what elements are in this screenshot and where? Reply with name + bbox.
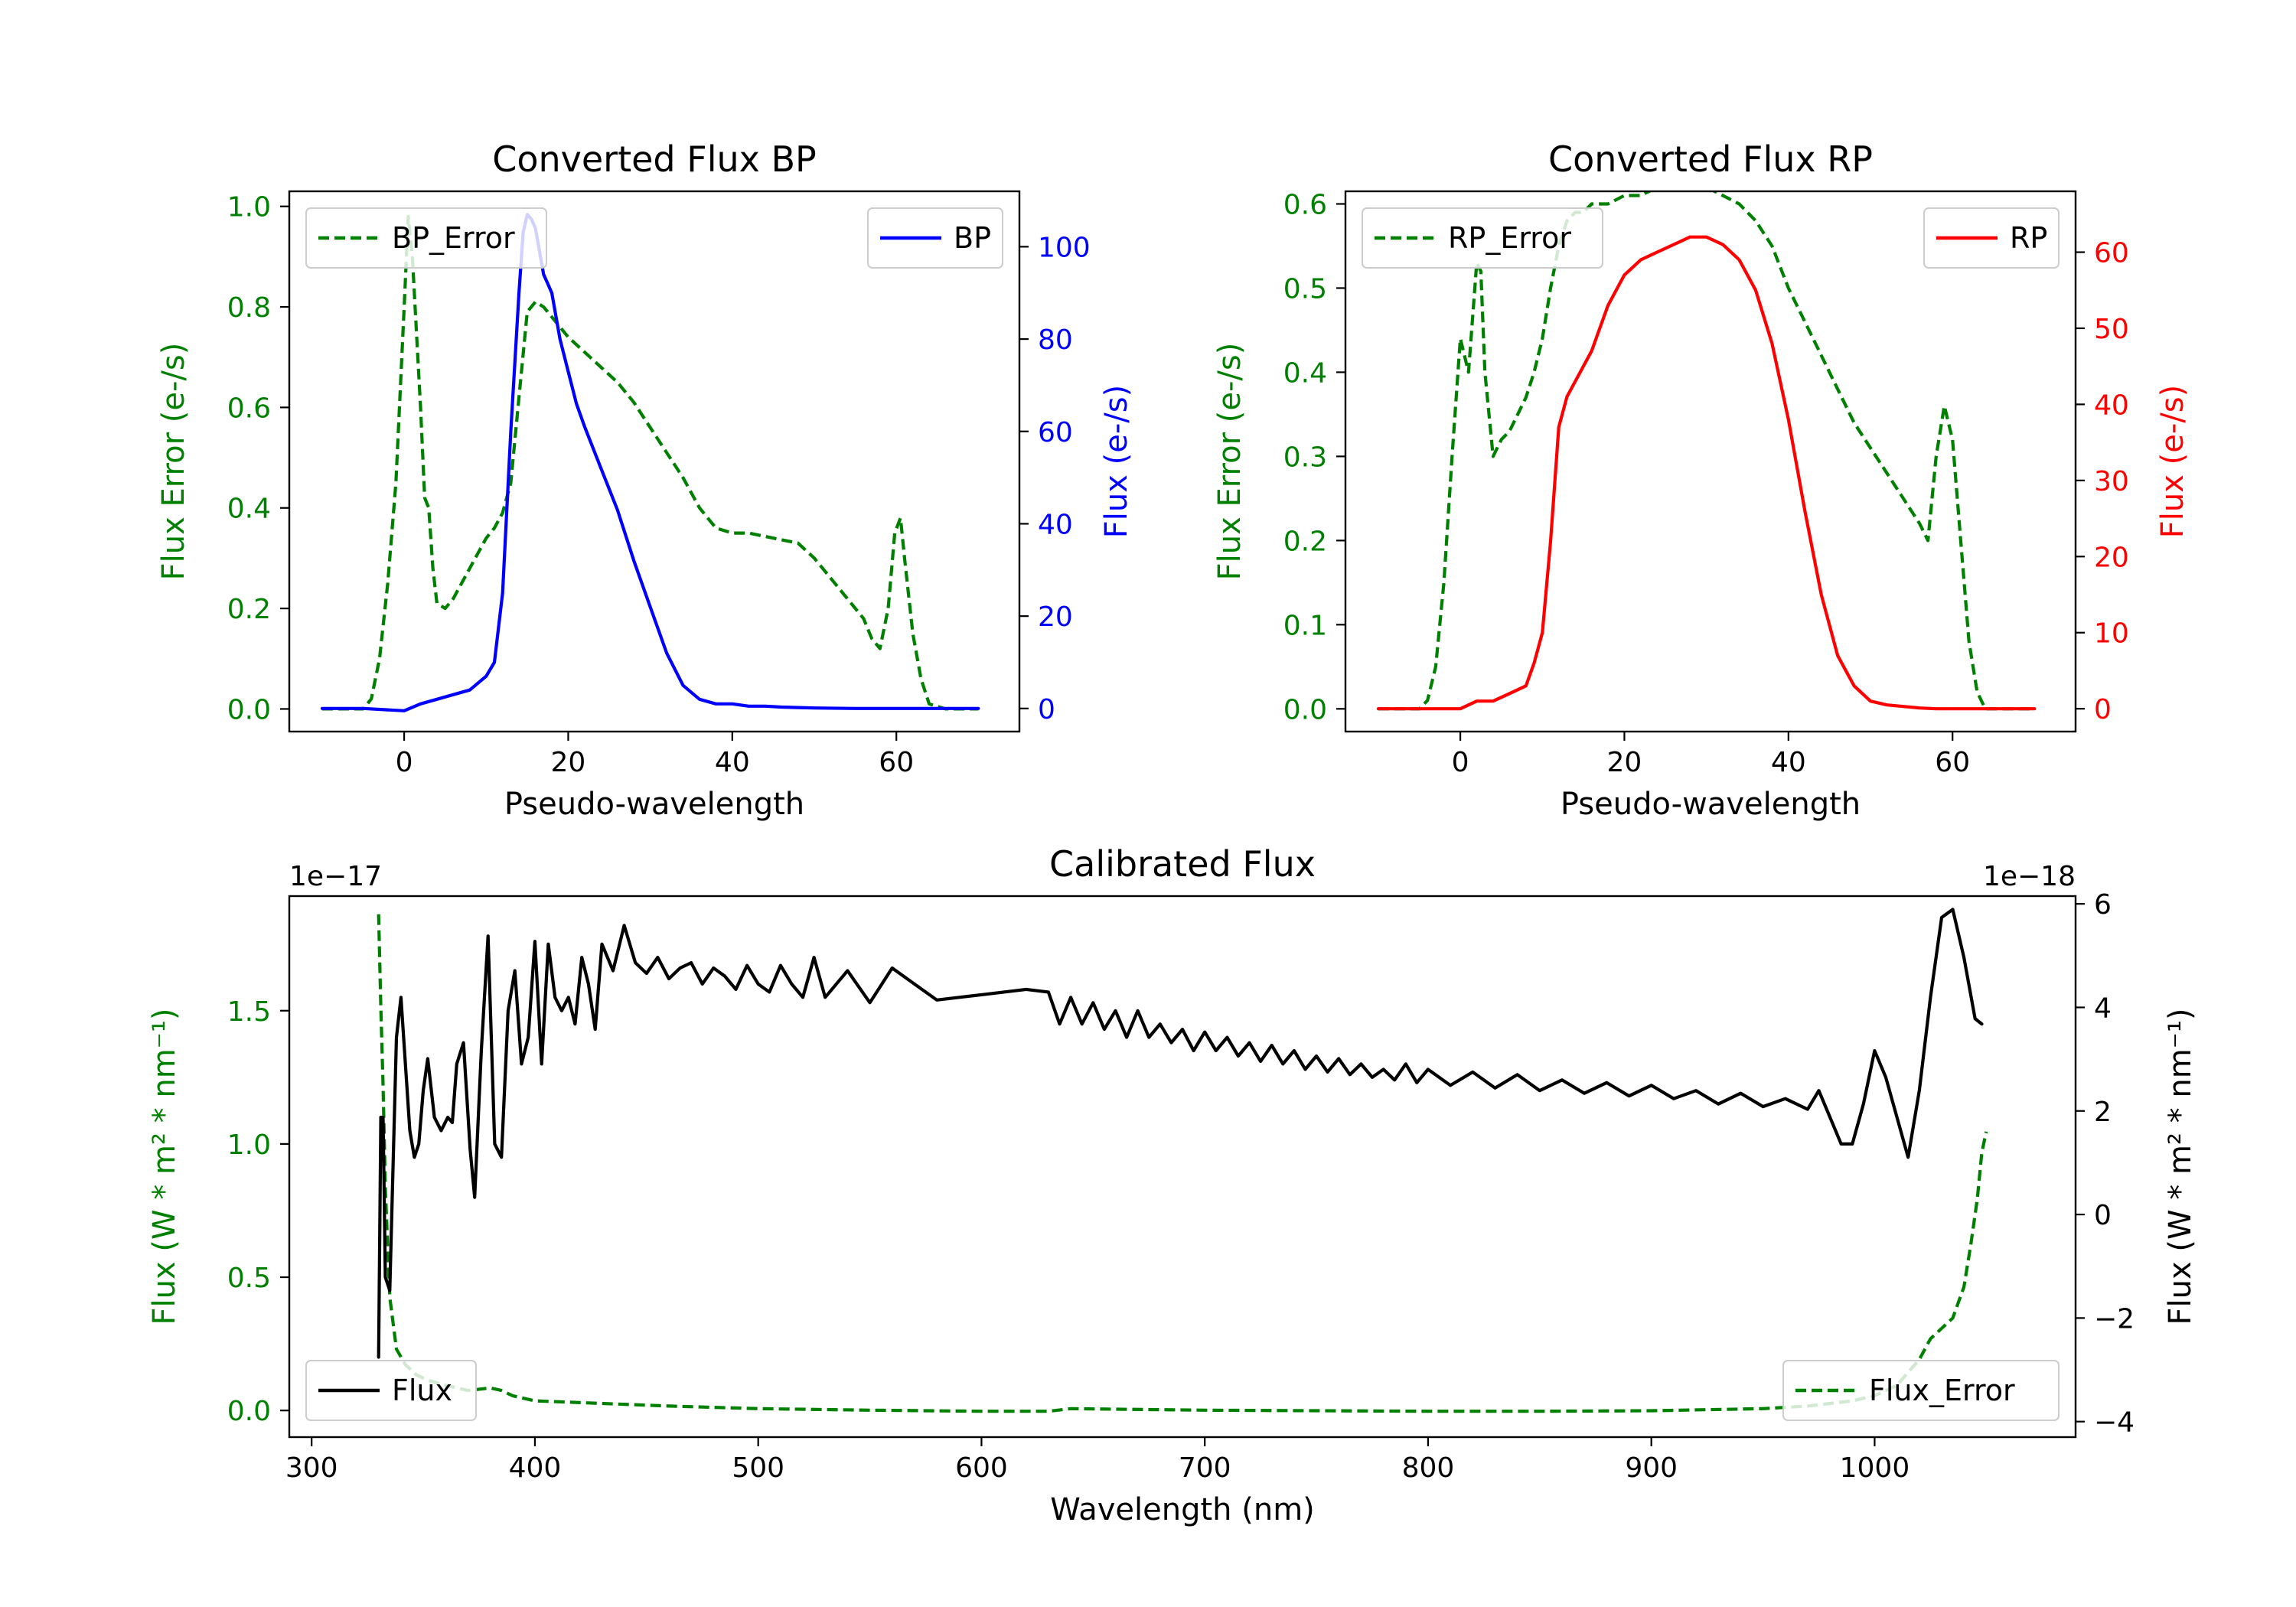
x-tick-label: 600: [955, 1452, 1008, 1484]
y-left-tick-label: 0.0: [1283, 694, 1327, 725]
y-left-axis-label: Flux (W * m² * nm⁻¹): [147, 1009, 182, 1325]
y-right-tick-label: 80: [1038, 324, 1073, 356]
y-right-tick-label: 10: [2094, 618, 2129, 650]
x-axis-label: Wavelength (nm): [1050, 1492, 1315, 1527]
x-tick-label: 300: [285, 1452, 338, 1484]
y-left-tick-label: 0.8: [227, 292, 271, 324]
x-tick-label: 60: [1935, 747, 1970, 778]
x-tick-label: 1000: [1840, 1452, 1910, 1484]
chart-title: Converted Flux RP: [1548, 139, 1873, 180]
y-right-tick-label: 0: [2094, 1200, 2112, 1231]
y-left-tick-label: 0.1: [1283, 610, 1327, 641]
y-left-axis-label: Flux Error (e-/s): [156, 343, 191, 581]
y-right-axis-label: Flux (W * m² * nm⁻¹): [2163, 1009, 2198, 1325]
legend-rp-error: RP_Error: [1362, 207, 1603, 269]
plot-frame: [1344, 190, 2077, 733]
y-right-tick-label: 0: [1038, 694, 1055, 725]
y-right-tick-label: 20: [1038, 601, 1073, 633]
x-tick-label: 20: [1607, 747, 1642, 778]
y-right-offset-label: 1e−18: [1983, 861, 2076, 892]
x-tick-label: 900: [1625, 1452, 1678, 1484]
x-axis-label: Pseudo-wavelength: [1561, 787, 1861, 822]
y-right-tick-label: 0: [2094, 694, 2112, 725]
y-right-tick-label: 50: [2094, 314, 2129, 345]
plot-frame: [288, 190, 1021, 733]
y-right-axis-label: Flux (e-/s): [1099, 385, 1134, 538]
y-right-tick-label: −4: [2094, 1407, 2135, 1439]
x-tick-label: 400: [509, 1452, 562, 1484]
x-tick-label: 500: [732, 1452, 784, 1484]
chart-bp: 0 20 40 60 0.0 0.2 0.4 0.6 0.8 1.0 0 20 40 60 80 100 Con…: [156, 139, 1134, 822]
flux-line: [377, 908, 1984, 1359]
x-tick-label: 40: [715, 747, 750, 778]
chart-cal: 300 400 500 600 700 800 900 1000 0.0 0.5 1.0 1.5 −4 −…: [147, 843, 2198, 1527]
chart-title: Calibrated Flux: [1049, 843, 1316, 885]
x-tick-label: 0: [396, 747, 413, 778]
x-tick-label: 800: [1402, 1452, 1455, 1484]
y-left-tick-label: 1.0: [227, 1129, 271, 1161]
y-right-tick-label: 30: [2094, 466, 2129, 497]
legend-bp-error: BP_Error: [305, 207, 547, 269]
y-left-tick-label: 0.5: [1283, 273, 1327, 305]
y-right-tick-label: 20: [2094, 542, 2129, 573]
bp-error-line: [321, 214, 979, 711]
y-right-tick-label: 4: [2094, 993, 2112, 1024]
bp-flux-line: [320, 213, 980, 712]
y-right-axis-label: Flux (e-/s): [2155, 385, 2190, 538]
x-tick-label: 40: [1771, 747, 1806, 778]
y-left-tick-label: 0.5: [227, 1263, 271, 1294]
y-left-tick-label: 0.3: [1283, 442, 1327, 473]
legend-flux-error: Flux_Error: [1782, 1360, 2060, 1421]
y-left-tick-label: 0.0: [227, 1396, 271, 1427]
legend-label: Flux: [392, 1374, 452, 1407]
plot-frame: [288, 895, 2077, 1439]
y-right-tick-label: 6: [2094, 889, 2112, 921]
y-right-tick-label: −2: [2094, 1303, 2135, 1335]
y-left-tick-label: 1.0: [227, 192, 271, 223]
y-left-tick-label: 1.5: [227, 996, 271, 1028]
y-right-tick-label: 40: [1038, 509, 1073, 540]
legend-rp: RP: [1923, 207, 2060, 269]
y-left-tick-label: 0.4: [227, 494, 271, 525]
y-right-tick-label: 60: [2094, 238, 2129, 269]
legend-label: BP_Error: [392, 221, 515, 255]
y-right-tick-label: 60: [1038, 417, 1073, 448]
legend-label: RP_Error: [1448, 221, 1571, 255]
y-left-axis-label: Flux Error (e-/s): [1212, 343, 1247, 581]
legend-flux: Flux: [305, 1360, 477, 1421]
chart-rp: 0 20 40 60 0.0 0.1 0.2 0.3 0.4 0.5 0.6 0 10 20 30 40 50 6…: [1212, 139, 2190, 822]
x-tick-label: 700: [1179, 1452, 1231, 1484]
rp-error-line: [1378, 191, 2035, 711]
flux-error-line: [377, 914, 1988, 1413]
y-left-tick-label: 0.2: [1283, 526, 1327, 557]
y-right-tick-label: 100: [1038, 232, 1091, 263]
legend-label: Flux_Error: [1869, 1374, 2015, 1407]
y-left-tick-label: 0.4: [1283, 357, 1327, 389]
y-left-tick-label: 0.2: [227, 594, 271, 625]
y-left-offset-label: 1e−17: [289, 861, 382, 892]
y-left-tick-label: 0.6: [1283, 189, 1327, 220]
x-tick-label: 60: [879, 747, 914, 778]
chart-title: Converted Flux BP: [492, 139, 817, 180]
rp-flux-line: [1376, 235, 2037, 711]
y-right-tick-label: 40: [2094, 390, 2129, 421]
y-right-tick-label: 2: [2094, 1097, 2112, 1128]
x-axis-label: Pseudo-wavelength: [504, 787, 804, 822]
x-tick-label: 20: [551, 747, 586, 778]
y-left-tick-label: 0.6: [227, 393, 271, 424]
legend-bp: BP: [867, 207, 1003, 269]
legend-label: BP: [954, 221, 991, 255]
y-left-tick-label: 0.0: [227, 694, 271, 725]
legend-label: RP: [2010, 221, 2047, 255]
x-tick-label: 0: [1452, 747, 1469, 778]
